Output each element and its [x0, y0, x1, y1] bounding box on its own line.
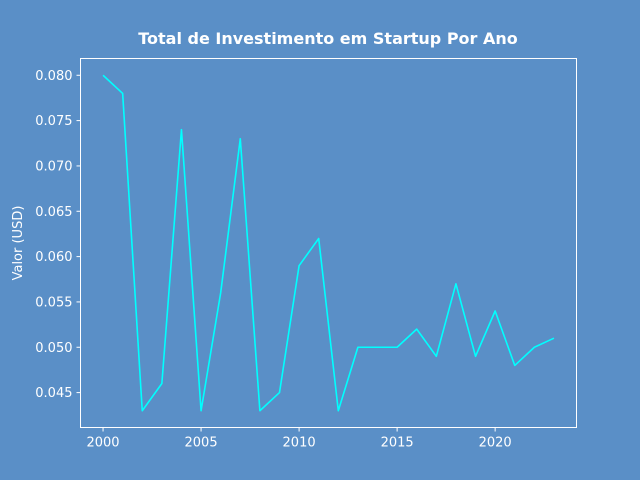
- series-line: [102, 74, 555, 412]
- y-tick-label: 0.075: [35, 114, 72, 129]
- y-axis-label: Valor (USD): [11, 206, 26, 281]
- y-tick-label: 0.050: [35, 341, 72, 356]
- series-group: [102, 74, 555, 412]
- y-axis: 0.045 0.050 0.055 0.060 0.065 0.070 0.075 0.080: [35, 69, 81, 401]
- x-axis: 2000 2005 2010 2015 2020: [86, 427, 512, 451]
- x-tick-label: 2005: [185, 436, 218, 451]
- x-tick-label: 2010: [283, 436, 316, 451]
- y-tick-label: 0.060: [35, 250, 72, 265]
- chart-title: Total de Investimento em Startup Por Ano: [138, 29, 518, 48]
- plot-frame: [80, 58, 577, 428]
- y-tick-label: 0.065: [35, 205, 72, 220]
- x-tick-label: 2020: [479, 436, 512, 451]
- y-tick-label: 0.045: [35, 386, 72, 401]
- y-tick-label: 0.080: [35, 69, 72, 84]
- y-tick-label: 0.055: [35, 295, 72, 310]
- x-tick-label: 2015: [381, 436, 414, 451]
- y-tick-label: 0.070: [35, 159, 72, 174]
- x-tick-label: 2000: [86, 436, 119, 451]
